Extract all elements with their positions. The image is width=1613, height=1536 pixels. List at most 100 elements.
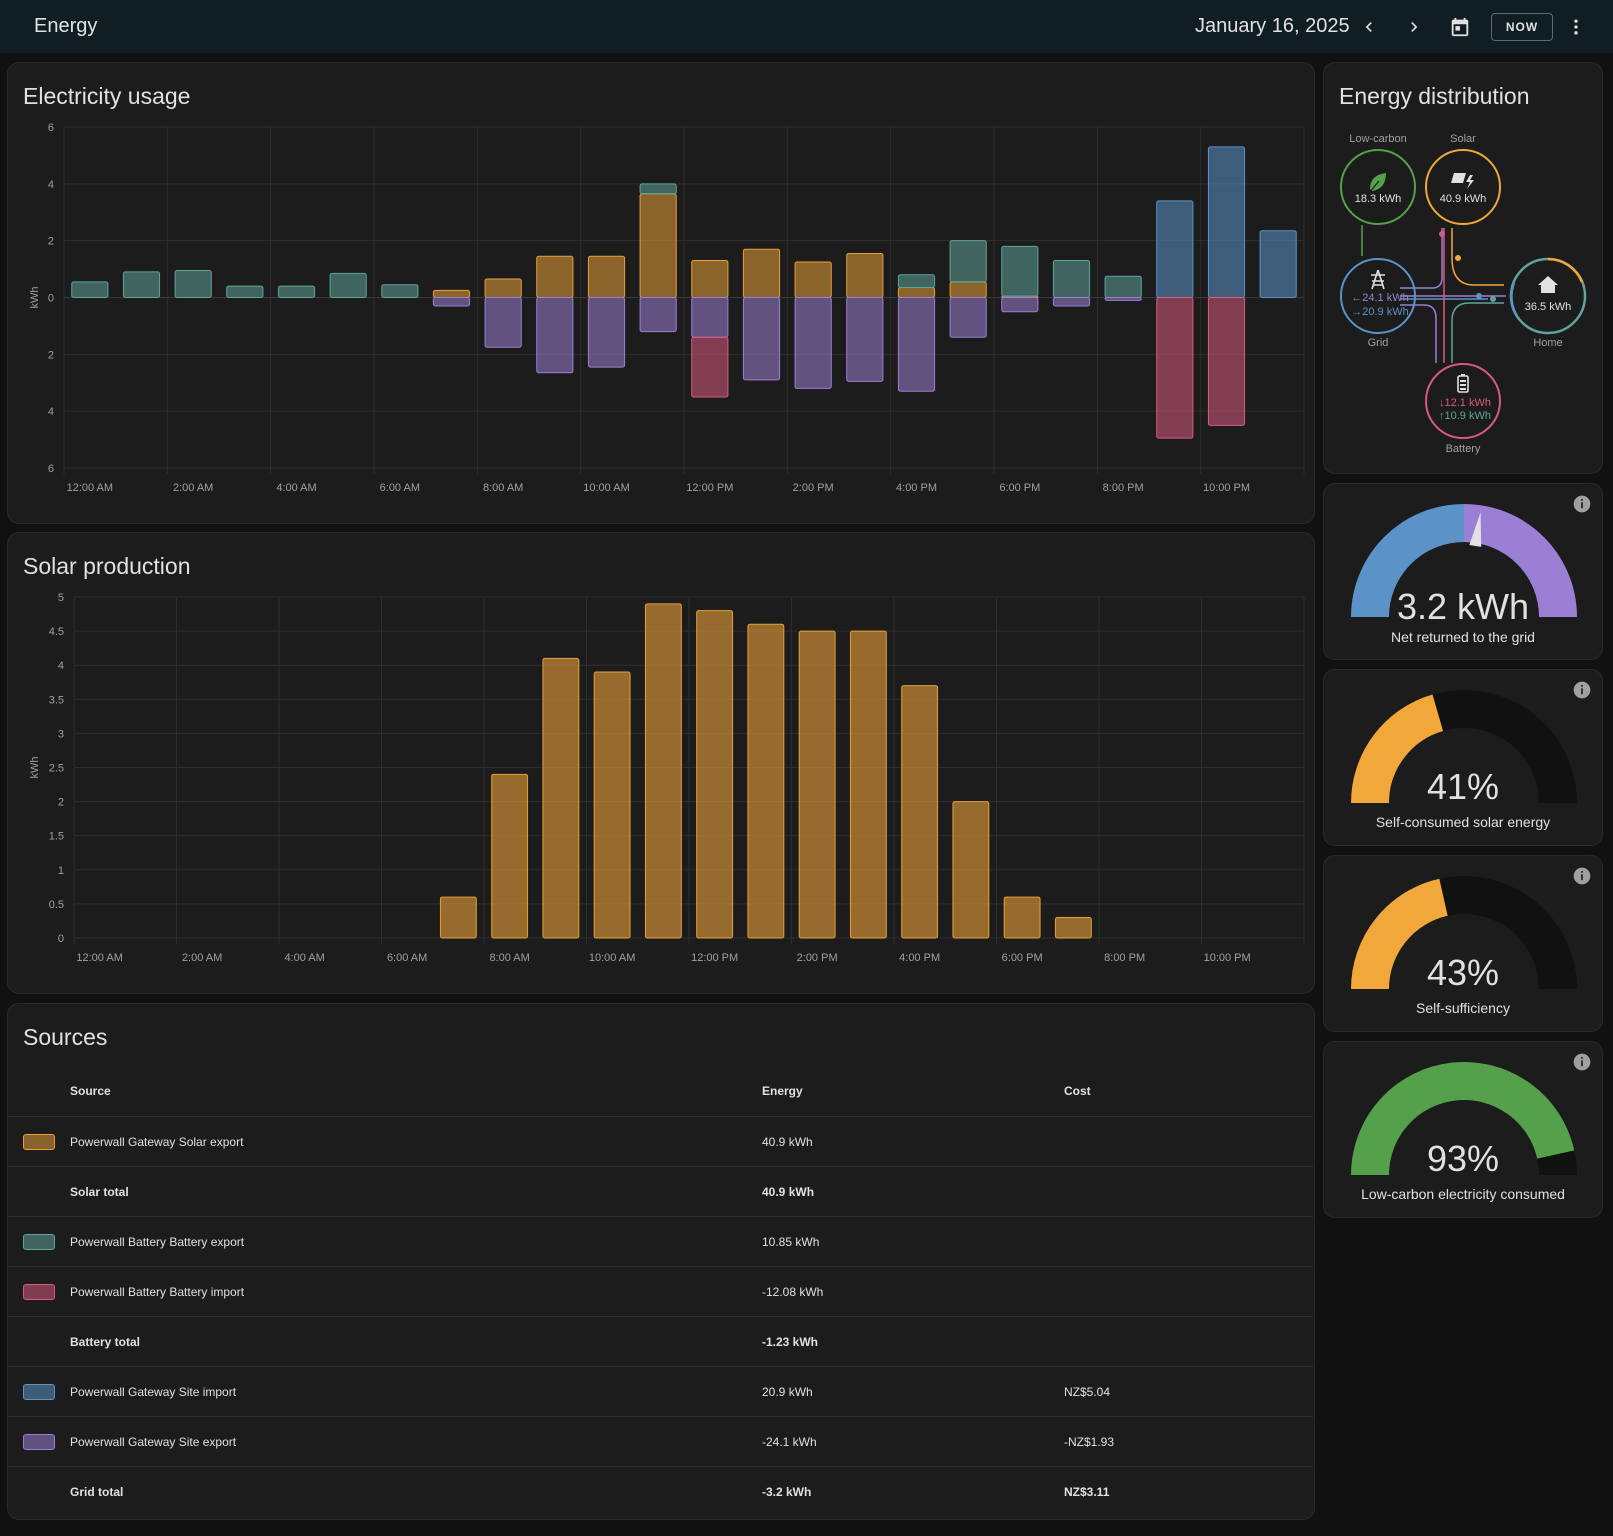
solar-bar bbox=[542, 657, 580, 939]
usage-bar bbox=[1259, 230, 1297, 299]
top-app-bar: Energy January 16, 2025 NOW bbox=[0, 0, 1613, 54]
source-total-row: Battery total -1.23 kWh bbox=[8, 1316, 1313, 1366]
battery-to-home-line bbox=[1451, 302, 1504, 363]
usage-bar bbox=[691, 297, 729, 338]
source-total-row: Grid total -3.2 kWh NZ$3.11 bbox=[8, 1466, 1313, 1516]
info-button[interactable] bbox=[1572, 866, 1592, 891]
usage-bar bbox=[1207, 297, 1246, 426]
usage-bar bbox=[846, 297, 884, 382]
grid-node[interactable] bbox=[1340, 258, 1416, 334]
grid-import-value: →20.9 kWh bbox=[1351, 306, 1408, 318]
low-carbon-gauge bbox=[1351, 1062, 1577, 1176]
solar-label: Solar bbox=[1450, 133, 1476, 145]
usage-bar bbox=[1052, 297, 1091, 307]
source-row: Powerwall Gateway Site import 20.9 kWh NZ$… bbox=[8, 1366, 1313, 1416]
now-button[interactable]: NOW bbox=[1491, 13, 1553, 41]
usage-bar bbox=[949, 297, 987, 338]
battery-icon bbox=[1457, 374, 1469, 393]
grid-export-value: ←24.1 kWh bbox=[1351, 292, 1408, 304]
date-display: January 16, 2025 bbox=[1195, 15, 1350, 37]
y-tick-label: 3.5 bbox=[49, 694, 64, 706]
calendar-button[interactable] bbox=[1444, 11, 1476, 43]
x-tick-label: 10:00 AM bbox=[583, 482, 629, 494]
low-carbon-gauge-card: 93% Low-carbon electricity consumed bbox=[1323, 1041, 1603, 1218]
x-tick-label: 6:00 AM bbox=[387, 952, 427, 964]
self-consumed-value: 41% bbox=[1426, 766, 1500, 807]
solar-panel-icon bbox=[1451, 173, 1474, 189]
battery-node[interactable] bbox=[1425, 363, 1501, 439]
x-tick-label: 10:00 PM bbox=[1204, 952, 1251, 964]
y-tick-label: 2.5 bbox=[49, 763, 64, 775]
net-grid-value: 3.2 kWh bbox=[1396, 586, 1530, 627]
low-carbon-value: 93% bbox=[1426, 1138, 1500, 1179]
source-row: Powerwall Gateway Site export -24.1 kWh -N… bbox=[8, 1416, 1313, 1466]
solar-node[interactable] bbox=[1425, 149, 1501, 225]
flow-dot bbox=[1476, 293, 1482, 299]
self-consumed-gauge bbox=[1351, 690, 1577, 804]
self-sufficiency-gauge-card: 43% Self-sufficiency bbox=[1323, 855, 1603, 1032]
battery-charge-value: ↓12.1 kWh bbox=[1439, 397, 1491, 409]
info-icon bbox=[1573, 1053, 1591, 1071]
home-icon bbox=[1538, 276, 1558, 293]
y-tick-label: 4 bbox=[48, 179, 54, 191]
usage-bar bbox=[277, 285, 316, 298]
x-tick-label: 8:00 PM bbox=[1103, 482, 1144, 494]
solar-bar bbox=[593, 671, 631, 939]
electricity-usage-card: Electricity usage 6 4 2 0 2 4 6 12:00 AM 2:00 AM… bbox=[7, 62, 1315, 524]
usage-bar bbox=[587, 255, 626, 299]
info-icon bbox=[1573, 867, 1591, 885]
usage-bar bbox=[536, 255, 574, 299]
energy-column-header: Energy bbox=[762, 1084, 803, 1098]
usage-bar bbox=[1052, 260, 1091, 298]
battery-label: Battery bbox=[1446, 443, 1481, 455]
usage-bar bbox=[71, 281, 109, 299]
net-grid-label: Net returned to the grid bbox=[1391, 629, 1535, 645]
y-tick-label: 2 bbox=[48, 236, 54, 248]
source-name: Powerwall Gateway Site export bbox=[70, 1435, 237, 1449]
source-energy: -1.23 kWh bbox=[762, 1335, 819, 1349]
info-button[interactable] bbox=[1572, 1052, 1592, 1077]
source-name: Solar total bbox=[70, 1185, 129, 1199]
gauge-fill bbox=[1351, 1062, 1575, 1176]
y-tick-label: 0 bbox=[58, 933, 64, 945]
source-energy: 20.9 kWh bbox=[762, 1385, 813, 1399]
x-tick-label: 12:00 AM bbox=[76, 952, 122, 964]
info-button[interactable] bbox=[1572, 680, 1592, 705]
battery-to-grid-line bbox=[1400, 304, 1437, 363]
self-sufficiency-label: Self-sufficiency bbox=[1416, 1000, 1510, 1016]
chevron-left-icon bbox=[1365, 22, 1372, 32]
info-button[interactable] bbox=[1572, 494, 1592, 519]
solar-production-chart: 5 4.5 4 3.5 3 2.5 2 1.5 1 0.5 0 12:00 AM 2:00 AM 4:00… bbox=[29, 592, 1305, 964]
source-color-swatch bbox=[23, 1284, 55, 1300]
usage-bar bbox=[897, 274, 936, 289]
y-tick-label: 2 bbox=[48, 349, 54, 361]
source-name: Powerwall Gateway Site import bbox=[70, 1385, 237, 1399]
usage-bar bbox=[639, 193, 677, 298]
usage-bar bbox=[536, 297, 574, 374]
page-title: Energy bbox=[34, 15, 98, 37]
previous-day-button[interactable] bbox=[1353, 11, 1385, 43]
next-day-button[interactable] bbox=[1398, 11, 1430, 43]
gauge-fill bbox=[1351, 694, 1444, 804]
usage-bar bbox=[742, 297, 781, 381]
low-carbon-node[interactable] bbox=[1340, 149, 1416, 225]
net-grid-gauge-card: 3.2 kWh Net returned to the grid bbox=[1323, 483, 1603, 660]
source-cost: NZ$5.04 bbox=[1064, 1385, 1111, 1399]
solar-to-home-line bbox=[1451, 228, 1504, 286]
overflow-menu-button[interactable] bbox=[1560, 11, 1592, 43]
solar-bar bbox=[952, 801, 990, 939]
source-color-swatch bbox=[23, 1384, 55, 1400]
y-tick-label: 0 bbox=[48, 293, 54, 305]
self-consumed-gauge-card: 41% Self-consumed solar energy bbox=[1323, 669, 1603, 846]
solar-bar bbox=[696, 610, 734, 939]
usage-bar bbox=[742, 248, 781, 298]
solar-bar bbox=[798, 630, 836, 939]
usage-bar bbox=[794, 261, 832, 299]
gauge-arc-left bbox=[1351, 504, 1465, 618]
solar-bar bbox=[1003, 896, 1041, 939]
energy-distribution-diagram: Low-carbon 18.3 kWh Solar 40.9 kWh ←24.1… bbox=[1340, 133, 1587, 455]
solar-bar bbox=[747, 623, 785, 939]
source-energy: 40.9 kWh bbox=[762, 1135, 813, 1149]
y-tick-label: 1 bbox=[58, 865, 64, 877]
source-name: Powerwall Battery Battery export bbox=[70, 1235, 245, 1249]
